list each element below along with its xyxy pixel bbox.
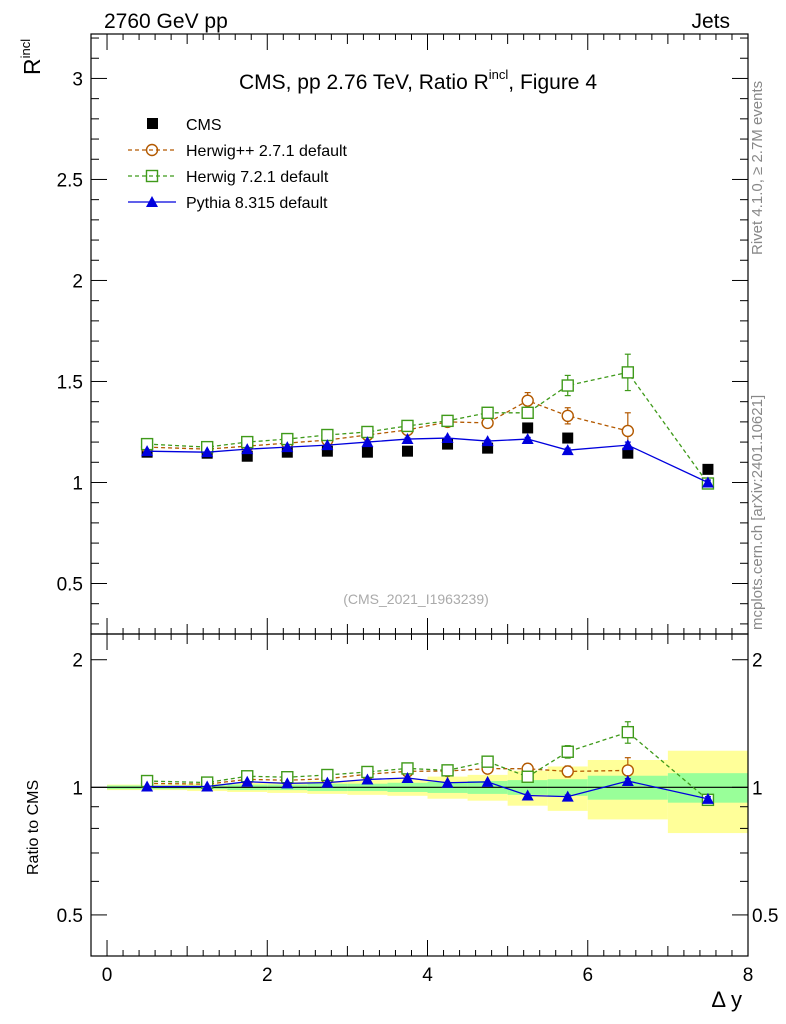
legend-pythia-label: Pythia 8.315 default [186,195,328,212]
chart-title: CMS, pp 2.76 TeV, Ratio Rincl, Figure 4 [239,67,597,94]
y-tick-label: 1.5 [57,372,83,393]
cms-data-point [622,447,634,459]
pythia-point [521,433,534,445]
herwig7-point [321,428,334,442]
pythia-ratio-point [561,790,574,802]
herwigpp-line [147,399,628,450]
legend-cms-label: CMS [186,117,222,134]
pythia-point [481,435,494,447]
ratio-y-tick-label: 1 [72,778,83,799]
herwigpp-ratio-point [561,765,574,778]
ratio-y-tick-label-right: 2 [752,651,763,672]
y-tick-label: 0.5 [57,574,83,595]
pythia-ratio-point [401,772,414,784]
ratio-y-tick-label: 2 [72,651,83,672]
pythia-point [201,446,214,458]
herwigpp-ratio-point [621,764,635,777]
legend-cms-marker [147,118,158,129]
ratio-panel-frame [90,633,749,957]
legend-herwigpp-marker [145,143,159,157]
x-tick-label: 6 [582,965,593,986]
pythia-ratio-point [361,773,374,785]
pythia-point [701,476,714,488]
herwig7-ratio-point [621,725,635,739]
pythia-ratio-point [621,775,634,787]
pythia-ratio-point [141,780,154,792]
herwig7-point [481,406,494,419]
pythia-point [141,445,154,457]
herwig7-ratio-point [521,770,534,783]
pythia-ratio-point [201,780,214,792]
herwigpp-point [561,409,574,423]
herwig7-point [621,366,635,379]
legend-pythia-marker [146,196,158,207]
pythia-point [281,441,294,453]
cms-data-point [361,446,373,458]
xlabel: Δ y [711,987,742,1012]
cms-data-point [321,445,333,457]
pythia-point [441,432,454,444]
herwigpp-ratio-line [147,767,628,785]
y-tick-label: 1 [72,473,83,494]
pythia-point [561,444,574,456]
cms-data-point [281,446,293,458]
herwig7-ratio-point [481,755,494,768]
x-tick-label: 8 [743,965,754,986]
pythia-point [621,439,634,451]
herwig7-ratio-point [441,764,454,777]
herwigpp-point [481,416,494,430]
herwig7-point [441,414,454,428]
axes: 0 2 4 6 8 0.5 1 1.5 2 2.5 3 0.5 0.5 1 1 2 2 [57,33,778,986]
ratio-panel-series [140,721,715,807]
cms-data-point [442,438,454,450]
ratio-uncertainty-bands [107,750,748,834]
legend: CMS Herwig++ 2.7.1 default Herwig 7.2.1 … [128,117,348,212]
herwig7-point [361,425,374,439]
herwig7-point [401,419,414,433]
header-left: 2760 GeV pp [104,10,228,33]
cms-data-point [702,463,714,475]
pythia-point [401,433,414,445]
pythia-point [321,439,334,451]
pythia-ratio-point [521,789,534,801]
pythia-ratio-point [321,776,334,788]
pythia-ratio-point [441,776,454,788]
x-tick-label: 0 [102,965,113,986]
herwigpp-point [621,424,635,438]
ylabel-ratio: Ratio to CMS [25,780,42,875]
legend-herwigpp-label: Herwig++ 2.7.1 default [186,143,348,160]
y-tick-label: 3 [72,69,83,90]
analysis-watermark: (CMS_2021_I1963239) [343,591,489,607]
y-tick-label: 2.5 [57,170,83,191]
x-tick-label: 4 [422,965,433,986]
legend-herwig7-label: Herwig 7.2.1 default [186,169,329,186]
pythia-ratio-point [481,775,494,787]
ratio-y-tick-label: 0.5 [57,906,83,927]
pythia-ratio-point [281,777,294,789]
cms-data-point [241,450,253,462]
herwig7-ratio-point [561,745,574,758]
cms-data-point [562,432,574,444]
herwig7-point [561,379,574,392]
header-right: Jets [691,10,730,33]
pythia-ratio-point [241,775,254,787]
pythia-ratio-point [701,792,714,804]
cms-data-point [401,445,413,457]
ratio-y-tick-label-right: 0.5 [752,906,778,927]
ratio-y-tick-label-right: 1 [752,778,763,799]
pythia-point [361,436,374,448]
cms-data-point [482,442,494,454]
cms-data-point [522,422,534,434]
herwig7-point [521,406,534,419]
main-panel-series [140,353,715,490]
herwigpp-point [521,394,534,407]
y-tick-label: 2 [72,271,83,292]
ylabel-main: Rincl [18,39,45,75]
rivet-version-label: Rivet 4.1.0, ≥ 2.7M events [749,81,766,255]
pythia-point [241,443,254,455]
mcplots-label: mcplots.cern.ch [arXiv:2401.10621] [749,395,766,630]
legend-herwig7-marker [145,169,159,183]
x-tick-label: 2 [262,965,273,986]
